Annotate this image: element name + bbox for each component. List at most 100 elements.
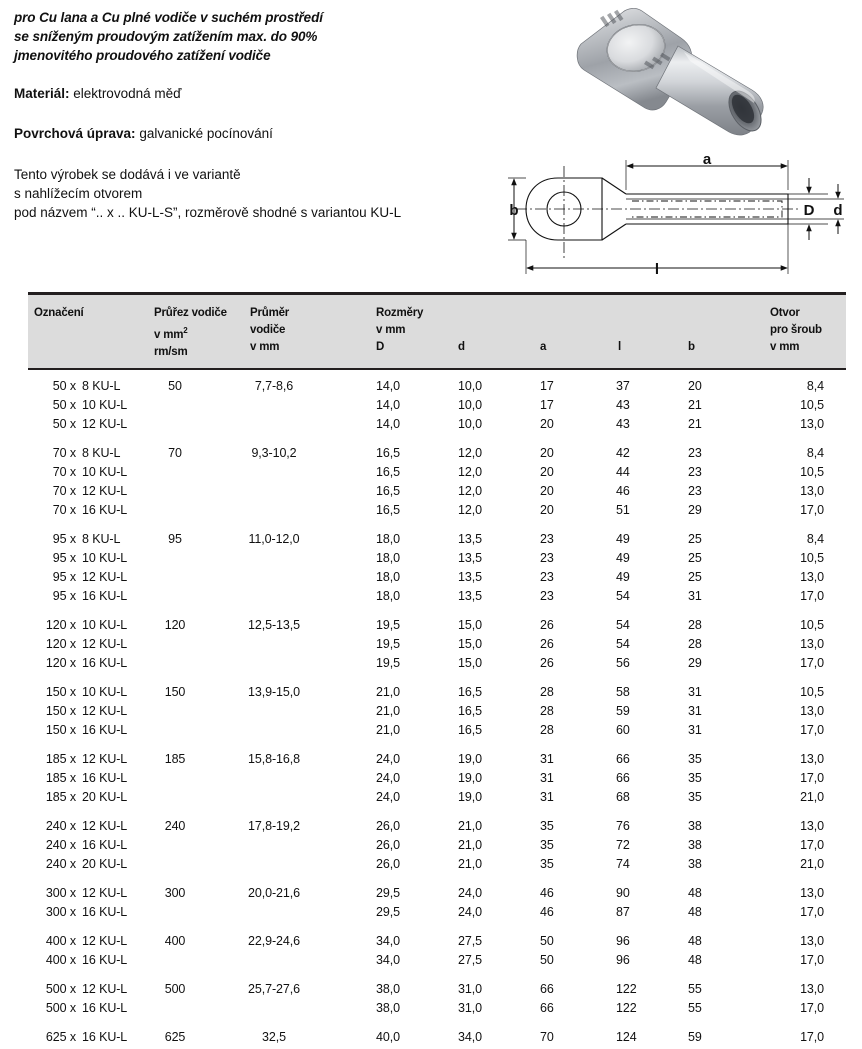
cell-l: 43 [616,398,630,412]
cell-hole: 13,0 [800,752,824,766]
cell-size: 95 x [52,570,76,584]
cell-D: 26,0 [376,819,400,833]
cell-diameter: 11,0-12,0 [248,532,300,546]
cell-hole: 17,0 [800,589,824,603]
cell-b: 35 [688,771,702,785]
cell-designation: 16 KU-L [82,838,128,852]
cell-size: 70 x [52,446,76,460]
cell-l: 46 [616,484,630,498]
cell-d: 12,0 [458,503,482,517]
cell-l: 124 [616,1030,637,1044]
table-row: 400 x 12 KU-L 400 22,9-24,6 34,0 27,5 50 96 48 13… [28,934,846,953]
table-row: 70 x 8 KU-L 70 9,3-10,2 16,5 12,0 20 42 23 8,4 [28,446,846,465]
cell-D: 16,5 [376,484,400,498]
table-row: 70 x 16 KU-L 16,5 12,0 20 51 29 17,0 [28,503,846,522]
cell-hole: 17,0 [800,656,824,670]
cell-D: 19,5 [376,618,400,632]
cell-hole: 13,0 [800,982,824,996]
drawing-extension-lines [508,160,844,274]
drawing-dimension-arrows [511,163,841,271]
cell-hole: 17,0 [800,503,824,517]
cell-size: 400 x [45,953,76,967]
table-row: 625 x 16 KU-L 625 32,5 40,0 34,0 70 124 59 17,0 [28,1030,846,1049]
cell-a: 66 [540,982,554,996]
cell-section: 50 [168,379,182,393]
cell-b: 35 [688,790,702,804]
cell-b: 23 [688,465,702,479]
cell-hole: 13,0 [800,484,824,498]
table-row: 500 x 12 KU-L 500 25,7-27,6 38,0 31,0 66 122 55 1… [28,982,846,1001]
cell-a: 20 [540,484,554,498]
cell-hole: 13,0 [800,417,824,431]
dimension-label-l: l [655,261,659,278]
cell-size: 300 x [45,905,76,919]
cell-hole: 13,0 [800,886,824,900]
cell-hole: 17,0 [800,723,824,737]
cell-hole: 8,4 [806,446,824,460]
cell-D: 14,0 [376,398,400,412]
table-row: 95 x 10 KU-L 18,0 13,5 23 49 25 10,5 [28,551,846,570]
cell-b: 21 [688,417,702,431]
cell-hole: 21,0 [800,857,824,871]
cell-a: 35 [540,838,554,852]
stamped-markings [600,9,671,70]
dimension-label-a: a [703,151,712,168]
header-area: pro Cu lana a Cu plné vodiče v suchém pr… [0,0,862,292]
cell-d: 31,0 [458,1001,482,1015]
cell-size: 50 x [52,379,76,393]
cell-hole: 10,5 [800,465,824,479]
cell-size: 120 x [45,618,76,632]
header-designation: Označení [34,307,84,319]
intro-line: jmenovitého proudového zatížení vodiče [14,48,271,63]
cell-d: 13,5 [458,551,482,565]
cell-d: 19,0 [458,771,482,785]
header-section: Průřez vodiče v mm2 rm/sm [154,307,227,358]
table-group: 400 x 12 KU-L 400 22,9-24,6 34,0 27,5 50 96 48 13… [28,934,846,972]
cell-size: 70 x [52,503,76,517]
cell-size: 185 x [45,790,76,804]
cell-a: 23 [540,589,554,603]
surface-treatment-row: Povrchová úprava: galvanické pocínování [14,124,514,143]
cell-designation: 16 KU-L [82,1030,128,1044]
cell-designation: 12 KU-L [82,704,128,718]
specification-table: Označení Průřez vodiče v mm2 rm/sm Průmě… [28,292,846,1049]
cell-D: 34,0 [376,934,400,948]
cell-hole: 13,0 [800,704,824,718]
cell-l: 54 [616,589,630,603]
cell-D: 16,5 [376,465,400,479]
cell-hole: 17,0 [800,1001,824,1015]
cell-l: 59 [616,704,630,718]
cell-d: 13,5 [458,570,482,584]
cell-b: 23 [688,484,702,498]
cell-size: 120 x [45,656,76,670]
cell-section: 625 [164,1030,186,1044]
cell-D: 34,0 [376,953,400,967]
cell-b: 59 [688,1030,702,1044]
variant-line: s nahlížecím otvorem [14,186,143,201]
cell-section: 120 [164,618,186,632]
cell-d: 12,0 [458,465,482,479]
cell-l: 90 [616,886,630,900]
cell-D: 18,0 [376,570,400,584]
cell-d: 10,0 [458,379,482,393]
cell-b: 21 [688,398,702,412]
cell-d: 21,0 [458,838,482,852]
cell-l: 66 [616,752,630,766]
cell-a: 28 [540,685,554,699]
cell-diameter: 20,0-21,6 [248,886,300,900]
cell-d: 15,0 [458,656,482,670]
header-col-a: a [540,341,547,353]
surface-label: Povrchová úprava: [14,126,136,141]
cell-a: 70 [540,1030,554,1044]
cell-designation: 16 KU-L [82,1001,128,1015]
table-group: 120 x 10 KU-L 120 12,5-13,5 19,5 15,0 26 54 28 10… [28,618,846,675]
cell-a: 50 [540,953,554,967]
cell-hole: 17,0 [800,771,824,785]
cell-designation: 8 KU-L [82,532,121,546]
cell-designation: 20 KU-L [82,857,128,871]
cell-size: 240 x [45,819,76,833]
table-row: 95 x 8 KU-L 95 11,0-12,0 18,0 13,5 23 49 25 8,4 [28,532,846,551]
cell-d: 27,5 [458,934,482,948]
cell-designation: 12 KU-L [82,570,128,584]
